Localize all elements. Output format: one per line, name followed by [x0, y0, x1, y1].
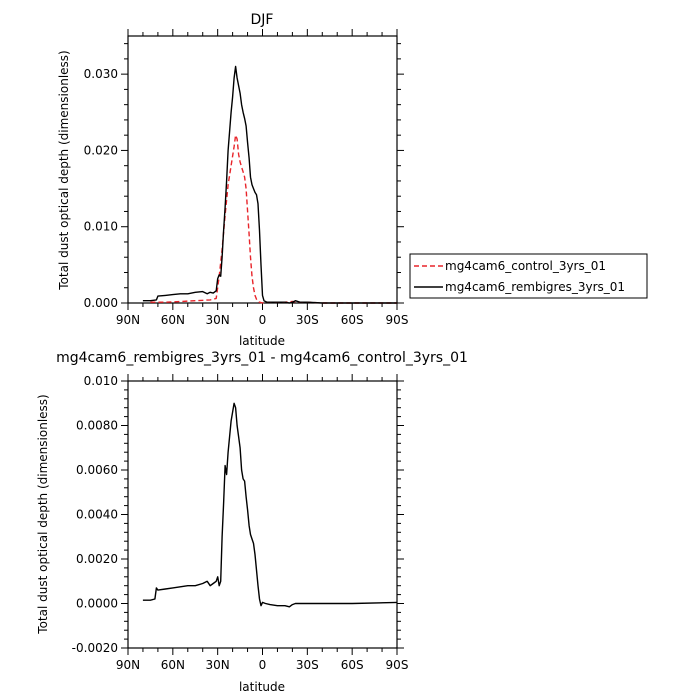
chart-bottom-series-group	[142, 402, 398, 608]
x-tick-label: 60N	[161, 313, 185, 327]
y-tick-label: 0.000	[84, 296, 118, 310]
chart-top-ticks: 90N 60N 30N 0 30S 60S 90S 0.000 0.010 0.020 0.030	[84, 29, 409, 327]
x-tick-label: 60S	[341, 313, 364, 327]
y-tick-label: 0.0000	[76, 597, 118, 611]
y-tick-label: 0.0060	[76, 463, 118, 477]
chart-top-title: DJF	[251, 12, 274, 28]
x-tick-label: 60N	[161, 658, 185, 672]
y-tick-label: 0.0080	[76, 419, 118, 433]
chart-top-series-group	[142, 65, 397, 304]
chart-top-ylabel: Total dust optical depth (dimensionless)	[57, 50, 71, 290]
legend-label-rembigres: mg4cam6_rembigres_3yrs_01	[445, 280, 625, 294]
x-tick-label: 0	[259, 313, 267, 327]
x-tick-label: 90N	[116, 658, 140, 672]
y-tick-label: 0.020	[84, 143, 118, 157]
chart-bottom-panel: mg4cam6_rembigres_3yrs_01 - mg4cam6_cont…	[36, 350, 468, 694]
chart-top-xlabel: latitude	[239, 334, 285, 348]
y-tick-label: 0.0040	[76, 508, 118, 522]
chart-bottom-title: mg4cam6_rembigres_3yrs_01 - mg4cam6_cont…	[56, 350, 468, 366]
x-tick-label: 30N	[206, 658, 230, 672]
x-tick-label: 30N	[206, 313, 230, 327]
y-tick-label: 0.0020	[76, 552, 118, 566]
chart-bottom-ylabel: Total dust optical depth (dimensionless)	[36, 394, 50, 634]
x-tick-label: 30S	[296, 658, 319, 672]
chart-top-plot-frame	[127, 35, 398, 304]
y-tick-label: 0.030	[84, 67, 118, 81]
y-tick-label: 0.010	[84, 220, 118, 234]
legend-label-control: mg4cam6_control_3yrs_01	[445, 259, 606, 273]
y-tick-label: 0.010	[84, 374, 118, 388]
chart-top-panel: DJF 90N 60N 30N 0 30S 60S 90S 0.000 0.010 0.020 0.…	[57, 12, 408, 348]
x-tick-label: 30S	[296, 313, 319, 327]
x-tick-label: 90S	[386, 658, 409, 672]
legend: mg4cam6_control_3yrs_01 mg4cam6_rembigre…	[409, 253, 648, 299]
x-tick-label: 90S	[386, 313, 409, 327]
series-line-mg4cam6-rembigres-3yrs-01	[142, 65, 397, 304]
series-line-difference	[142, 402, 398, 608]
legend-box	[409, 253, 648, 299]
chart-bottom-plot-frame	[127, 380, 398, 649]
x-tick-label: 60S	[341, 658, 364, 672]
series-line-mg4cam6-control-3yrs-01	[150, 134, 397, 304]
chart-bottom-ticks: 90N 60N 30N 0 30S 60S 90S -0.0020 0.0000 0.0020 0.…	[72, 374, 409, 672]
chart-bottom-xlabel: latitude	[239, 680, 285, 694]
x-tick-label: 90N	[116, 313, 140, 327]
y-tick-label: -0.0020	[72, 641, 118, 655]
x-tick-label: 0	[259, 658, 267, 672]
